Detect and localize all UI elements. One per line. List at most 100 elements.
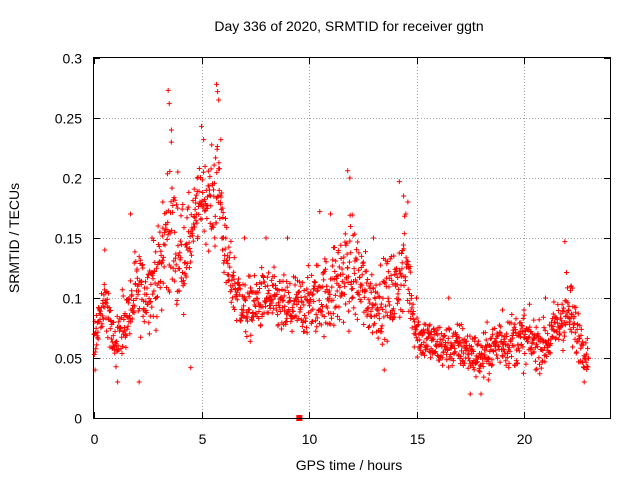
data-point (403, 278, 409, 284)
data-point (572, 336, 578, 342)
data-point (165, 87, 171, 93)
data-point (224, 257, 230, 263)
data-point (335, 248, 341, 254)
data-point (120, 293, 126, 299)
data-point (131, 310, 137, 316)
data-point (363, 288, 369, 294)
data-point (243, 329, 249, 335)
x-tick-label: 20 (517, 431, 533, 447)
data-point (580, 342, 586, 348)
data-point (270, 305, 276, 311)
data-point (551, 299, 557, 305)
data-point (383, 309, 389, 315)
data-point (180, 278, 186, 284)
data-point (445, 347, 451, 353)
data-point (120, 343, 126, 349)
data-point (536, 317, 542, 323)
data-point (440, 337, 446, 343)
data-point (446, 327, 452, 333)
data-point (189, 233, 195, 239)
data-point (446, 364, 452, 370)
data-point (333, 303, 339, 309)
data-point (144, 292, 150, 298)
data-point (105, 335, 111, 341)
data-point (322, 256, 328, 262)
data-point (498, 324, 504, 330)
data-point (219, 190, 225, 196)
data-point (159, 307, 165, 313)
data-point (227, 250, 233, 256)
data-point (340, 271, 346, 277)
data-point (313, 311, 319, 317)
data-point (353, 247, 359, 253)
data-point (497, 359, 503, 365)
data-point (304, 286, 310, 292)
data-point (115, 347, 121, 353)
data-point (527, 301, 533, 307)
data-point (217, 216, 223, 222)
data-point (168, 139, 174, 145)
data-point (316, 297, 322, 303)
data-point (150, 291, 156, 297)
data-point (99, 313, 105, 319)
data-point (196, 212, 202, 218)
data-point (501, 347, 507, 353)
data-point (294, 302, 300, 308)
data-point (203, 241, 209, 247)
data-point (585, 345, 591, 351)
data-point (190, 227, 196, 233)
data-point (504, 334, 510, 340)
data-point (152, 259, 158, 265)
data-point (313, 318, 319, 324)
data-point (536, 361, 542, 367)
data-point (264, 296, 270, 302)
data-point (578, 332, 584, 338)
data-point (211, 180, 217, 186)
data-point (248, 285, 254, 291)
data-point (379, 341, 385, 347)
data-point (301, 287, 307, 293)
data-point (512, 321, 518, 327)
data-point (341, 254, 347, 260)
data-point (257, 302, 263, 308)
data-point (314, 315, 320, 321)
data-point (167, 169, 173, 175)
data-point (185, 204, 191, 210)
data-point (326, 288, 332, 294)
data-point (562, 239, 568, 245)
data-point (499, 353, 505, 359)
data-point (169, 185, 175, 191)
data-point (188, 259, 194, 265)
data-point (161, 254, 167, 260)
data-point (485, 355, 491, 361)
data-point (313, 328, 319, 334)
data-point (123, 333, 129, 339)
data-point (409, 325, 415, 331)
data-point (434, 344, 440, 350)
data-point (465, 365, 471, 371)
data-point (178, 275, 184, 281)
data-point (95, 319, 101, 325)
data-point (397, 314, 403, 320)
data-point (276, 288, 282, 294)
data-point (506, 365, 512, 371)
data-point (94, 342, 100, 348)
data-point (580, 339, 586, 345)
data-point (128, 211, 134, 217)
data-point (133, 259, 139, 265)
data-point (321, 277, 327, 283)
data-point (456, 335, 462, 341)
data-point (460, 326, 466, 332)
data-point (521, 307, 527, 313)
data-point (186, 240, 192, 246)
data-point (489, 362, 495, 368)
chart-title: Day 336 of 2020, SRMTID for receiver ggt… (214, 18, 483, 34)
data-point (161, 230, 167, 236)
data-point (497, 330, 503, 336)
data-point (344, 240, 350, 246)
data-point (273, 307, 279, 313)
data-point (299, 323, 305, 329)
data-point (383, 303, 389, 309)
data-point (585, 364, 591, 370)
data-point (301, 312, 307, 318)
